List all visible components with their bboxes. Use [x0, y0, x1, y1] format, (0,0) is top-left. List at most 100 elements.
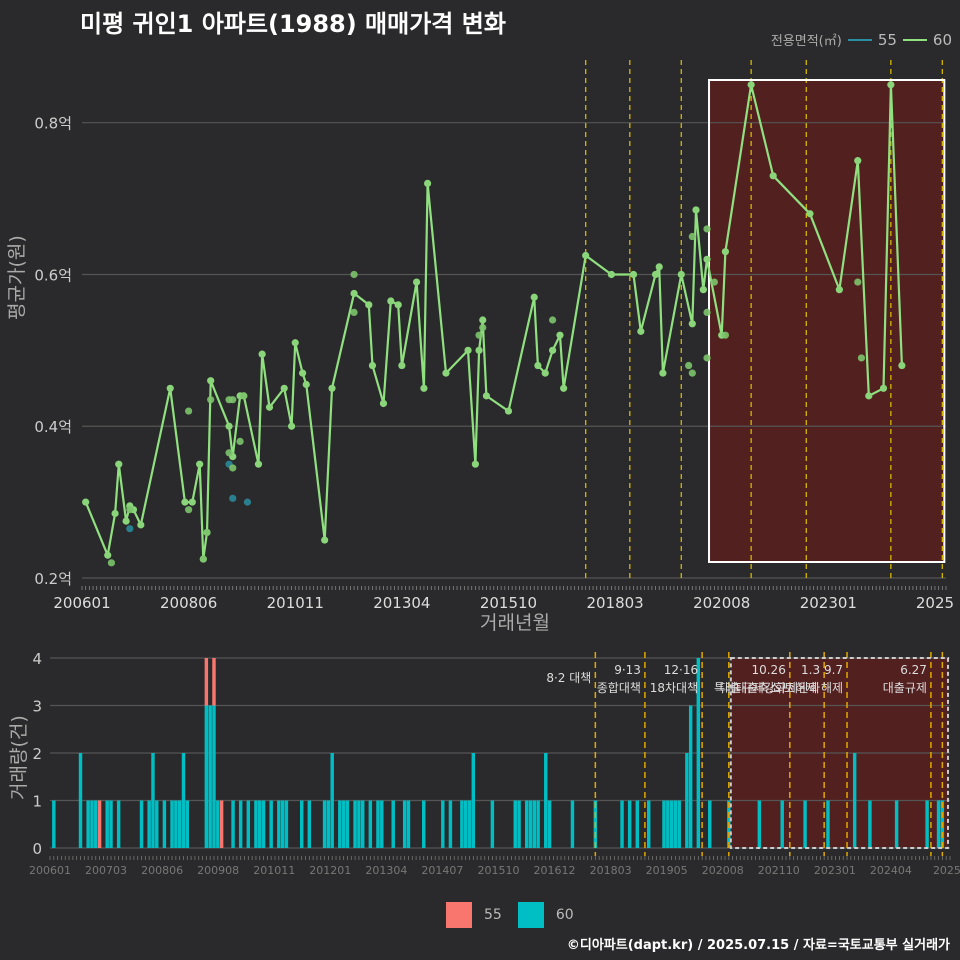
point-60 [229, 396, 237, 404]
bar-55 [97, 800, 102, 848]
point-60 [203, 528, 211, 537]
policy-label: 18차대책 [650, 680, 698, 695]
point-60 [196, 460, 204, 468]
bar-60 [212, 705, 216, 848]
x-tick-label: 201304 [365, 864, 407, 877]
point-60 [887, 81, 895, 89]
bar-60 [330, 753, 334, 848]
bar-60 [254, 800, 258, 848]
x-tick-label: 201201 [309, 864, 351, 877]
point-60 [350, 289, 358, 298]
bar-60 [513, 800, 517, 848]
bar-60 [116, 800, 121, 848]
point-60 [703, 308, 711, 317]
point-60 [188, 498, 196, 506]
bar-60 [471, 753, 476, 848]
y-tick-label: 1 [32, 793, 42, 811]
point-60 [629, 270, 638, 279]
point-60 [549, 316, 557, 324]
point-60 [229, 464, 237, 472]
point-60 [185, 506, 193, 514]
point-60 [115, 460, 123, 468]
bar-60 [524, 800, 529, 848]
bar-60 [868, 800, 872, 848]
legend-swatch-55 [847, 38, 872, 41]
bar-60 [517, 800, 521, 848]
bar-60 [341, 800, 346, 848]
point-60 [607, 270, 616, 279]
bar-60 [463, 800, 468, 848]
bar-60 [536, 800, 540, 848]
point-60 [560, 384, 568, 392]
point-60 [137, 521, 145, 529]
point-60 [721, 331, 730, 339]
bar-60 [185, 800, 190, 848]
bar-55 [204, 658, 209, 706]
bar-55 [212, 658, 216, 706]
bar-60 [635, 800, 640, 848]
policy-label: 1.3 [801, 663, 820, 677]
point-60 [475, 331, 483, 339]
policy-label: 종합대책 [597, 680, 641, 695]
bar-60 [391, 800, 395, 848]
bar-60 [174, 800, 178, 848]
policy-label: 9·13 [614, 663, 641, 677]
bar-60 [368, 800, 373, 848]
bar-60 [532, 800, 537, 848]
point-60 [530, 293, 538, 301]
y-tick-label: 0.8억 [34, 115, 72, 133]
x-tick-label: 201905 [646, 864, 688, 877]
point-60 [659, 369, 667, 377]
volume-y-axis-label: 거래량(건) [8, 715, 30, 800]
x-tick-label: 201803 [586, 594, 643, 610]
point-60 [556, 331, 564, 339]
bar-60 [151, 753, 155, 848]
point-60 [258, 350, 266, 358]
bar-60 [757, 800, 762, 848]
legend-swatch-60 [902, 38, 927, 41]
point-55 [229, 494, 237, 502]
bar-60 [246, 800, 251, 848]
point-60 [854, 157, 862, 165]
x-tick-label: 201510 [477, 864, 519, 877]
bar-60 [162, 800, 167, 848]
y-tick-label: 3 [32, 698, 42, 716]
point-60 [365, 301, 373, 309]
bar-60 [547, 800, 552, 848]
x-tick-label: 201510 [480, 594, 537, 610]
point-60 [111, 509, 119, 518]
point-60 [769, 172, 777, 180]
bar-60 [677, 800, 681, 848]
point-60 [710, 278, 718, 286]
point-60 [655, 263, 663, 271]
x-tick-label: 201011 [267, 594, 324, 610]
bar-60 [326, 800, 331, 848]
point-60 [302, 380, 310, 389]
bar-60 [627, 800, 632, 848]
point-60 [442, 369, 450, 377]
bar-60 [277, 800, 281, 848]
point-60 [479, 316, 487, 324]
x-tick-label: 202008 [702, 864, 744, 877]
point-60 [699, 286, 707, 294]
point-60 [265, 403, 274, 411]
bar-60 [109, 800, 113, 848]
bar-60 [852, 753, 857, 848]
point-60 [857, 354, 866, 362]
point-60 [207, 396, 215, 404]
x-tick-label: 2025 [916, 594, 954, 610]
policy-label: 10.26 [751, 663, 785, 677]
point-60 [207, 377, 215, 385]
point-60 [692, 206, 700, 214]
bar-60 [52, 800, 56, 848]
point-60 [122, 517, 130, 525]
x-tick-label: 200601 [53, 594, 110, 610]
x-tick-label: 201304 [373, 594, 430, 610]
policy-label: 6.27 [900, 663, 927, 677]
price-y-axis-label: 평균가(원) [6, 235, 28, 320]
bar-60 [181, 753, 186, 848]
highlight-border [708, 79, 946, 563]
point-60 [854, 278, 862, 286]
bar-60 [669, 800, 674, 848]
point-60 [394, 301, 402, 309]
